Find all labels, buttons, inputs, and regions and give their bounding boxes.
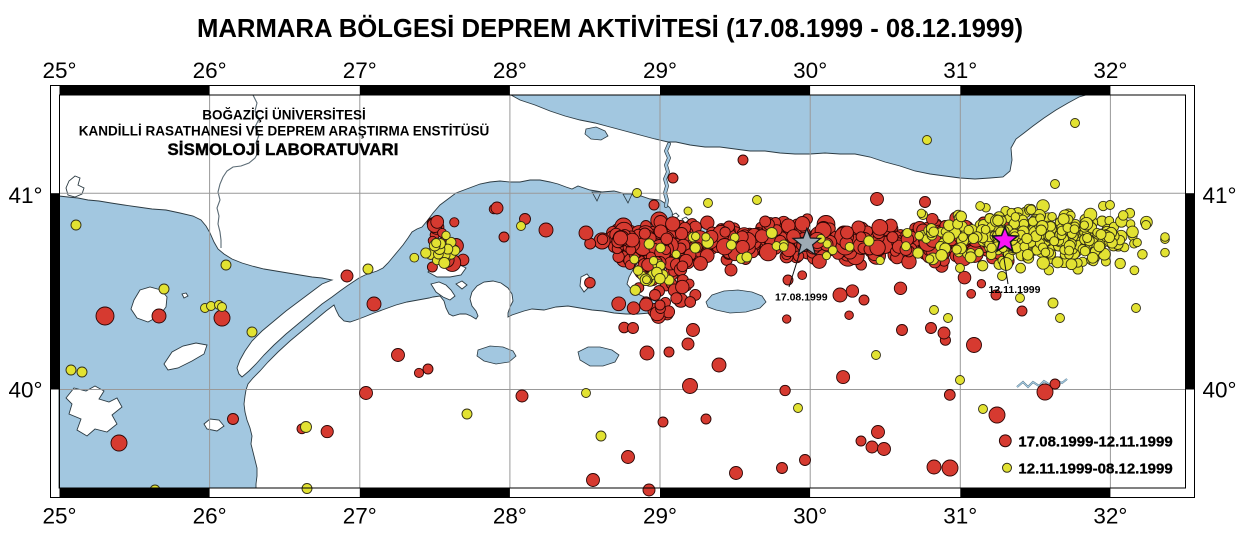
svg-text:41°: 41° bbox=[8, 183, 42, 208]
svg-text:30°: 30° bbox=[793, 504, 827, 529]
svg-text:KANDİLLİ RASATHANESİ VE DEPREM: KANDİLLİ RASATHANESİ VE DEPREM ARAŞTIRMA… bbox=[79, 124, 490, 139]
svg-text:12.11.1999: 12.11.1999 bbox=[989, 284, 1041, 296]
svg-text:40°: 40° bbox=[1203, 378, 1237, 403]
svg-text:41°: 41° bbox=[1203, 183, 1237, 208]
svg-text:SİSMOLOJİ LABORATUVARI: SİSMOLOJİ LABORATUVARI bbox=[167, 140, 398, 159]
svg-text:12.11.1999-08.12.1999: 12.11.1999-08.12.1999 bbox=[1018, 460, 1172, 477]
svg-text:26°: 26° bbox=[193, 504, 227, 529]
svg-text:MARMARA BÖLGESİ DEPREM AKTİVİT: MARMARA BÖLGESİ DEPREM AKTİVİTESİ (17.08… bbox=[197, 14, 1023, 43]
svg-text:17.08.1999-12.11.1999: 17.08.1999-12.11.1999 bbox=[1018, 433, 1172, 450]
svg-text:26°: 26° bbox=[193, 58, 227, 83]
svg-text:17.08.1999: 17.08.1999 bbox=[775, 292, 828, 304]
svg-text:25°: 25° bbox=[42, 58, 76, 83]
svg-text:32°: 32° bbox=[1093, 504, 1127, 529]
svg-text:29°: 29° bbox=[643, 58, 677, 83]
svg-text:31°: 31° bbox=[943, 58, 977, 83]
svg-text:BOĞAZİÇİ ÜNİVERSİTESİ: BOĞAZİÇİ ÜNİVERSİTESİ bbox=[202, 108, 366, 123]
svg-text:31°: 31° bbox=[943, 504, 977, 529]
svg-text:29°: 29° bbox=[643, 504, 677, 529]
svg-text:27°: 27° bbox=[343, 504, 377, 529]
svg-text:40°: 40° bbox=[8, 378, 42, 403]
svg-text:28°: 28° bbox=[493, 58, 527, 83]
svg-text:28°: 28° bbox=[493, 504, 527, 529]
svg-text:32°: 32° bbox=[1093, 58, 1127, 83]
svg-text:25°: 25° bbox=[42, 504, 76, 529]
svg-text:27°: 27° bbox=[343, 58, 377, 83]
svg-text:30°: 30° bbox=[793, 58, 827, 83]
